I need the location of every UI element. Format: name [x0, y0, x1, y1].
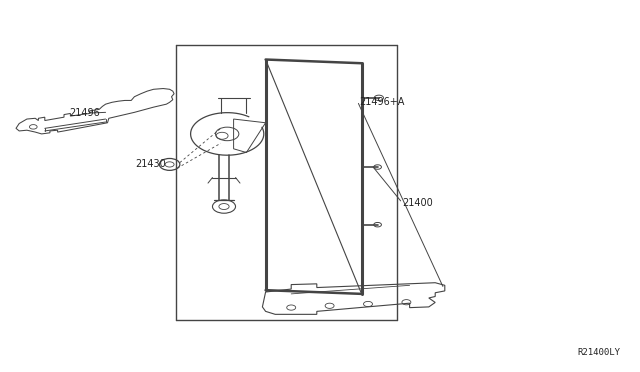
Text: 21496: 21496	[69, 108, 100, 118]
Text: R21400LY: R21400LY	[578, 348, 621, 357]
Text: 21430: 21430	[136, 159, 166, 169]
Text: 21496+A: 21496+A	[360, 97, 405, 107]
Text: 21400: 21400	[402, 198, 433, 208]
